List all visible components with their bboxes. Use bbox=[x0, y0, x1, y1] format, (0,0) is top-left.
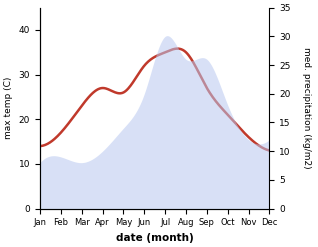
Y-axis label: max temp (C): max temp (C) bbox=[4, 77, 13, 139]
X-axis label: date (month): date (month) bbox=[116, 233, 194, 243]
Y-axis label: med. precipitation (kg/m2): med. precipitation (kg/m2) bbox=[302, 47, 311, 169]
